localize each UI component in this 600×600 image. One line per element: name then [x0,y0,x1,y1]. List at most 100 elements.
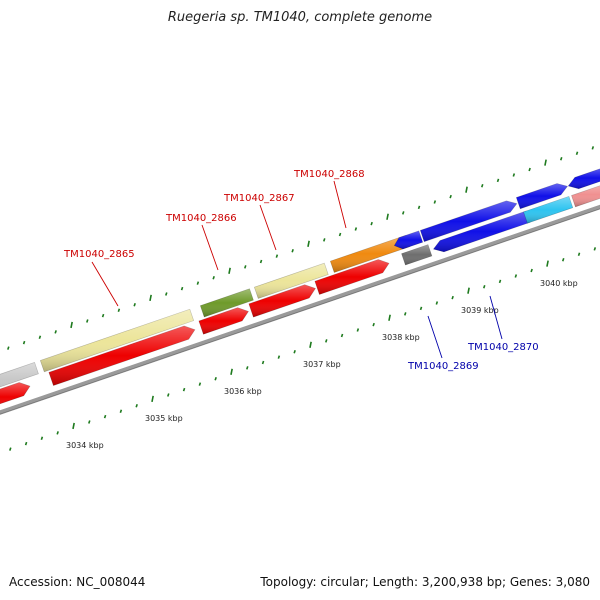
scale-tick-lower [514,274,518,278]
scale-tick-upper [575,151,579,156]
scale-tick-lower [530,268,533,273]
gene-label-callout [427,315,443,359]
gene-feature-forward[interactable] [199,288,254,318]
scale-tick-lower [388,314,391,321]
scale-tick-upper [401,211,405,215]
gene-feature-reverse[interactable] [571,183,600,208]
scale-tick-lower [561,257,565,262]
scale-tick-upper [54,330,57,334]
cds-feature-reverse[interactable] [393,230,424,250]
scale-tick-lower [151,395,154,403]
scale-tick-lower [435,301,439,305]
cds-feature-reverse[interactable] [419,200,518,243]
scale-tick-lower [230,368,233,375]
gene-label-callout [91,261,119,307]
gene-feature-reverse[interactable] [523,195,574,224]
label-layer: TM1040_2865 TM1040_2866 TM1040_2867 TM1040_… [63,169,539,372]
cds-feature-forward[interactable] [314,259,390,295]
scale-tick-lower [103,414,107,419]
scale-tick-lower [451,295,454,300]
scale-tick-lower [546,260,549,267]
scale-tick-upper [496,178,500,183]
gene-feature-reverse[interactable] [432,210,531,253]
scale-tick-upper [149,294,152,302]
gene-label[interactable]: TM1040_2868 [293,169,365,180]
scale-tick-upper [323,238,326,242]
tick-label: 3039 kbp [461,306,499,315]
cds-feature-reverse[interactable] [567,167,600,190]
scale-tick-upper [449,194,452,199]
scale-tick-lower [214,376,217,381]
scale-tick-lower [498,279,502,284]
scale-tick-upper [433,200,437,204]
scale-tick-upper [228,267,231,274]
gene-label[interactable]: TM1040_2870 [467,342,539,353]
scale-tick-lower [246,366,249,370]
scale-tick-upper [465,186,468,193]
scale-tick-lower [403,312,407,316]
gene-label[interactable]: TM1040_2866 [165,213,237,224]
scale-tick-lower [325,339,328,343]
scale-tick-upper [559,156,563,161]
cds-feature-reverse[interactable] [515,183,568,210]
scale-tick-upper [7,346,10,350]
scale-tick-upper [22,340,26,345]
scale-tick-lower [467,287,470,294]
scale-tick-upper [133,303,136,307]
scale-tick-upper [591,146,595,150]
scale-tick-lower [261,360,265,365]
scale-tick-upper [512,173,516,177]
scale-tick-lower [72,422,75,430]
scale-tick-lower [593,247,597,251]
gene-label-callout [489,295,503,340]
cds-feature-forward[interactable] [198,307,249,335]
gene-feature-reverse[interactable] [401,244,433,266]
scale-tick-lower [24,441,28,446]
gene-label-callout [201,224,219,271]
gene-label[interactable]: TM1040_2867 [223,193,295,204]
tick-label: 3038 kbp [382,333,420,342]
scale-tick-lower [482,285,486,289]
tick-label: 3035 kbp [145,414,183,423]
scale-tick-lower [88,420,91,424]
scale-tick-upper [101,313,105,318]
gene-feature-forward[interactable] [253,262,329,299]
genome-title: Ruegeria sp. TM1040, complete genome [167,10,433,25]
backbone-layer [0,204,600,415]
scale-tick-upper [291,248,294,253]
scale-tick-upper [212,275,215,280]
scale-tick-lower [182,387,186,392]
scale-tick-upper [544,159,547,166]
scale-tick-upper [480,184,484,188]
scale-tick-upper [38,335,42,340]
gene-label-callout [333,180,347,229]
backbone-line-shade [0,208,600,415]
scale-tick-lower [167,393,170,397]
gene-feature-forward[interactable] [329,234,411,273]
scale-tick-upper [307,240,310,247]
scale-tick-lower [309,341,312,348]
scale-tick-upper [165,292,168,296]
scale-tick-lower [56,431,59,435]
cds-feature-forward[interactable] [248,284,316,318]
scale-tick-upper [86,319,89,323]
backbone-line [0,204,600,415]
scale-tick-upper [180,286,184,291]
gene-label[interactable]: TM1040_2865 [63,249,135,260]
scale-tick-lower [277,355,281,359]
scale-tick-upper [386,213,389,220]
cds-feature-forward[interactable] [48,325,196,386]
scale-tick-lower [40,436,44,441]
scale-tick-upper [244,265,247,269]
gene-feature-forward[interactable] [0,362,39,396]
scale-tick-lower [119,409,123,413]
tick-label: 3034 kbp [66,441,104,450]
cds-feature-forward[interactable] [0,382,31,411]
scale-tick-lower [340,333,344,338]
gene-label[interactable]: TM1040_2869 [407,361,479,372]
scale-tick-upper [338,232,342,237]
scale-tick-lower [293,349,296,354]
scale-tick-lower [419,306,423,311]
gene-feature-forward[interactable] [39,308,195,373]
